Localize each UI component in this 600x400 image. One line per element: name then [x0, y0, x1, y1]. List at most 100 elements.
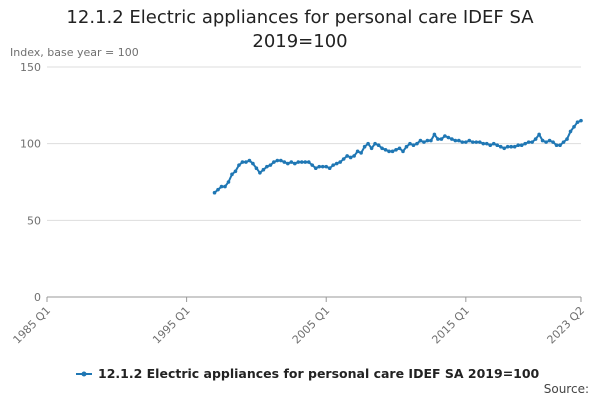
point: [575, 120, 580, 124]
point: [313, 166, 318, 170]
point: [230, 172, 234, 177]
x-tick-label: 2015 Q1: [429, 304, 472, 347]
point: [362, 144, 367, 149]
point: [219, 184, 224, 189]
point: [509, 144, 513, 149]
point: [289, 160, 294, 164]
point: [547, 138, 552, 143]
point: [296, 160, 301, 164]
point: [505, 144, 510, 149]
point: [293, 161, 297, 166]
point: [299, 160, 304, 164]
point: [561, 140, 566, 144]
source: Source:: [544, 382, 589, 396]
point: [348, 155, 353, 160]
point: [411, 143, 416, 147]
point: [223, 184, 227, 189]
point: [568, 129, 573, 134]
series-line: [213, 119, 582, 194]
point: [533, 137, 538, 141]
point: [373, 141, 377, 146]
point: [467, 138, 472, 143]
point: [324, 164, 329, 169]
point: [226, 180, 231, 184]
point: [320, 164, 325, 169]
point: [537, 132, 541, 137]
point: [453, 138, 458, 143]
point: [460, 140, 465, 144]
point: [544, 140, 548, 144]
point: [258, 171, 262, 175]
x-tick-label: 1985 Q1: [11, 304, 54, 347]
point: [446, 135, 451, 140]
point: [286, 161, 290, 166]
point: [261, 167, 266, 172]
point: [237, 163, 241, 167]
point: [275, 158, 280, 163]
point: [380, 146, 384, 151]
point: [279, 158, 283, 163]
x-tick-label: 1995 Q1: [150, 304, 193, 347]
point: [450, 137, 454, 141]
point: [429, 138, 433, 143]
point: [233, 169, 238, 174]
y-tick-label: 0: [34, 291, 41, 304]
point: [457, 138, 461, 143]
point: [502, 146, 507, 151]
point: [436, 137, 440, 141]
point: [383, 148, 388, 152]
point: [443, 134, 447, 138]
point: [471, 140, 475, 144]
x-tick-label: 2023 Q2: [545, 304, 588, 347]
point: [565, 137, 569, 141]
legend-marker: [81, 371, 87, 377]
point: [404, 144, 409, 149]
point: [376, 143, 381, 147]
y-tick-label: 50: [27, 214, 41, 227]
point: [512, 144, 517, 149]
point: [369, 146, 374, 151]
point: [558, 143, 562, 147]
point: [390, 149, 395, 154]
point: [265, 164, 269, 169]
point: [526, 140, 531, 144]
point: [498, 144, 503, 149]
y-tick-label: 100: [20, 138, 41, 151]
point: [334, 161, 339, 166]
point: [474, 140, 479, 144]
point: [272, 160, 276, 164]
point: [530, 140, 534, 144]
point: [432, 132, 437, 137]
point: [247, 158, 252, 163]
point: [352, 154, 356, 158]
point: [212, 190, 217, 195]
point: [216, 187, 220, 192]
point: [488, 143, 493, 147]
point: [306, 160, 311, 164]
point: [415, 141, 419, 146]
point: [303, 160, 308, 164]
point: [240, 160, 245, 164]
point: [418, 138, 423, 143]
point: [338, 160, 342, 164]
point: [425, 138, 430, 143]
point: [439, 137, 444, 141]
point: [317, 164, 322, 169]
y-axis-label: Index, base year = 100: [10, 46, 139, 59]
x-tick-label: 2005 Q1: [290, 304, 333, 347]
legend-label: 12.1.2 Electric appliances for personal …: [98, 366, 540, 381]
point: [401, 149, 405, 154]
point: [341, 157, 346, 161]
point: [551, 140, 555, 144]
point: [397, 146, 402, 151]
point: [516, 143, 520, 147]
point: [359, 151, 363, 155]
point: [481, 141, 486, 146]
point: [477, 140, 482, 144]
point: [327, 166, 332, 170]
point: [484, 141, 489, 146]
point: [572, 125, 576, 129]
point: [394, 148, 398, 152]
